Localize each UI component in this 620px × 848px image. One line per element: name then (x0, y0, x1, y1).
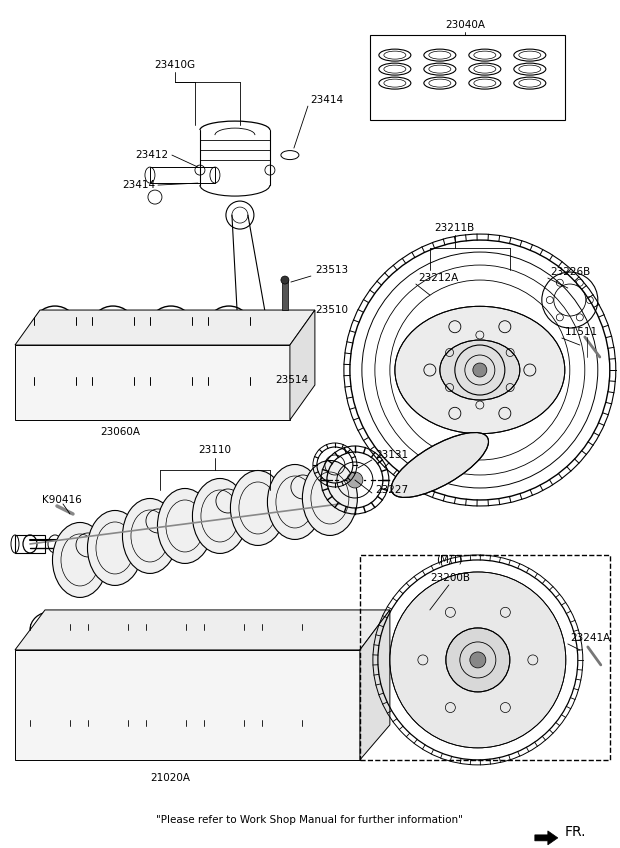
Text: 23060A: 23060A (100, 427, 140, 437)
Polygon shape (15, 650, 360, 760)
Ellipse shape (303, 460, 357, 535)
Ellipse shape (87, 510, 143, 585)
Text: 23227: 23227 (375, 485, 408, 495)
Text: 21020A: 21020A (150, 773, 190, 783)
Ellipse shape (53, 522, 107, 598)
Text: 23200B: 23200B (430, 573, 470, 583)
Text: 23412: 23412 (135, 150, 168, 160)
Circle shape (281, 276, 289, 284)
Polygon shape (15, 310, 315, 345)
Text: "Please refer to Work Shop Manual for further information": "Please refer to Work Shop Manual for fu… (156, 815, 463, 825)
Text: 23414: 23414 (122, 180, 155, 190)
Text: 23211B: 23211B (435, 223, 475, 233)
Ellipse shape (157, 488, 213, 563)
Circle shape (347, 472, 363, 488)
Bar (150, 167, 215, 183)
Text: K90416: K90416 (42, 495, 82, 505)
Text: 23241A: 23241A (570, 633, 610, 643)
Text: 23514: 23514 (275, 375, 308, 385)
Ellipse shape (440, 340, 520, 400)
Text: 11511: 11511 (565, 327, 598, 337)
Ellipse shape (391, 432, 489, 498)
Text: 23226B: 23226B (550, 267, 590, 277)
Circle shape (446, 628, 510, 692)
Circle shape (473, 363, 487, 377)
Bar (15, 535, 45, 553)
Circle shape (390, 572, 566, 748)
Text: FR.: FR. (565, 825, 587, 839)
Bar (282, 280, 288, 310)
Bar (360, 555, 610, 760)
Text: 23131: 23131 (375, 450, 408, 460)
Ellipse shape (123, 499, 177, 573)
Polygon shape (15, 610, 390, 650)
Polygon shape (360, 610, 390, 760)
Text: 23510: 23510 (315, 305, 348, 315)
Polygon shape (15, 345, 290, 420)
Polygon shape (535, 831, 558, 845)
Bar (370, 35, 565, 120)
Text: 23513: 23513 (315, 265, 348, 275)
Text: 23212A: 23212A (418, 273, 458, 283)
Ellipse shape (231, 471, 285, 545)
Text: (M/T): (M/T) (436, 555, 463, 565)
Ellipse shape (192, 478, 247, 554)
Polygon shape (290, 310, 315, 420)
Ellipse shape (395, 306, 565, 433)
Text: 23414: 23414 (310, 95, 343, 105)
Circle shape (240, 375, 250, 385)
Ellipse shape (267, 465, 322, 539)
Text: 23410G: 23410G (154, 60, 195, 70)
Circle shape (470, 652, 486, 668)
Text: 23110: 23110 (198, 445, 231, 455)
Text: 23040A: 23040A (445, 20, 485, 31)
